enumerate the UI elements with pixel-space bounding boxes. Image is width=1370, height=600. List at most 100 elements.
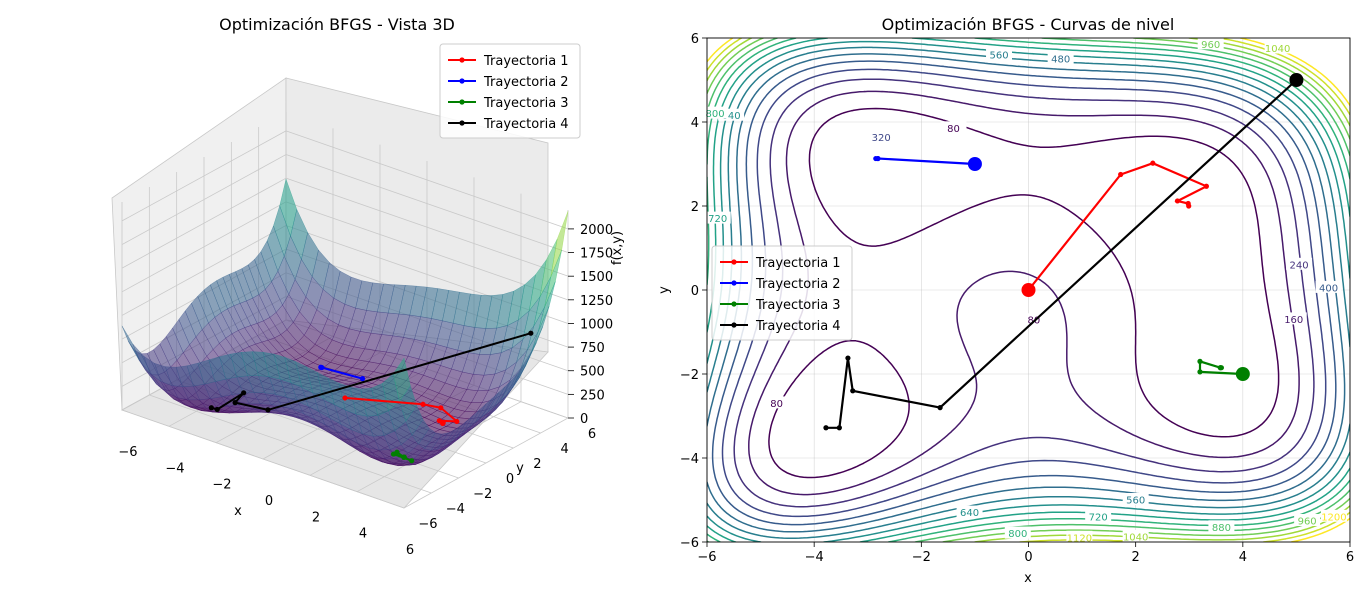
- contour-label: 240: [1290, 260, 1309, 271]
- z-axis-label-3d: f(x,y): [610, 231, 625, 265]
- contour-label-bg: [1208, 520, 1235, 533]
- contour-label-bg: [1320, 509, 1347, 522]
- contour-label-bg: [1286, 257, 1313, 270]
- contour-label: 640: [960, 508, 979, 519]
- trajectory-3-point: [1197, 369, 1203, 375]
- trajectory-3-point-3d: [394, 449, 400, 455]
- z-tick-label-3d: 1250: [580, 294, 613, 309]
- contour-label-bg: [1197, 37, 1224, 50]
- x-tick-label: 6: [1346, 550, 1354, 565]
- x-tick-label-3d: 6: [406, 543, 414, 558]
- y-tick-label: 4: [691, 116, 699, 131]
- y-tick-label: −2: [680, 368, 699, 383]
- trajectory-4-point-3d: [214, 406, 220, 413]
- surface: [121, 178, 569, 467]
- contour-label: 1200: [1321, 512, 1346, 523]
- grid-line: [403, 417, 569, 509]
- z-tick-label-3d: 2000: [580, 223, 613, 238]
- y-tick-label: 2: [691, 200, 699, 215]
- trajectory-1-point-3d: [454, 418, 460, 425]
- trajectory-4-point-3d: [232, 400, 238, 406]
- trajectory-1-point: [1203, 183, 1209, 189]
- contour-label: 960: [1201, 40, 1220, 51]
- trajectory-3-start: [1235, 367, 1250, 381]
- trajectory-4-point: [836, 425, 842, 431]
- y-tick-label-3d: 6: [588, 427, 596, 442]
- x-tick-label: −6: [697, 550, 716, 565]
- x-tick-label: 4: [1239, 550, 1247, 565]
- legend-label-2: Trayectoria 2: [755, 277, 841, 292]
- y-tick-label: −6: [680, 536, 699, 551]
- legend-marker: [459, 78, 465, 84]
- trajectory-1-point-3d: [438, 405, 444, 411]
- surface-3d-panel: Optimización BFGS - Vista 3D −6−4−20246−…: [111, 15, 625, 558]
- trajectory-4-point-3d: [208, 405, 214, 411]
- grid-line: [285, 201, 569, 301]
- contour-label: 960: [1298, 517, 1317, 528]
- trajectory-1-point: [1186, 203, 1192, 209]
- chart-title-3d: Optimización BFGS - Vista 3D: [219, 15, 455, 34]
- contour-panel: Optimización BFGS - Curvas de nivel 80 80…: [657, 15, 1354, 586]
- trajectories-contour: [823, 73, 1304, 431]
- x-tick-label-3d: −6: [118, 445, 137, 460]
- legend-box: [439, 43, 581, 139]
- trajectory-3-point-3d: [401, 454, 407, 460]
- contour-label: 720: [708, 214, 727, 225]
- chart-title-contour: Optimización BFGS - Curvas de nivel: [882, 15, 1175, 34]
- trajectory-1-point-3d: [439, 420, 446, 427]
- contour-label: 880: [1212, 523, 1231, 534]
- contour-label-bg: [1004, 526, 1031, 539]
- y-axis-label-3d: y: [516, 461, 524, 476]
- contour-label: 720: [1089, 512, 1108, 523]
- trajectory-4-point-3d: [241, 390, 247, 396]
- contour-label-bg: [1315, 280, 1342, 293]
- grid-line: [285, 154, 569, 253]
- grid-line: [285, 130, 569, 230]
- trajectory-1-point: [1150, 160, 1156, 166]
- contour-label-bg: [1066, 530, 1093, 543]
- x-tick-label: 2: [1132, 550, 1140, 565]
- z-tick-label-3d: 0: [580, 412, 588, 427]
- contour-label: 400: [1319, 283, 1338, 294]
- trajectory-4-point: [823, 425, 829, 431]
- y-tick-label-3d: 2: [533, 457, 541, 472]
- contour-label: 1040: [1265, 44, 1290, 55]
- surface-patch: [550, 211, 569, 277]
- y-axis-label-contour: y: [657, 286, 672, 294]
- legend-3d: Trayectoria 1 Trayectoria 2 Trayectoria 3 T…: [439, 43, 581, 139]
- trajectory-4-point: [845, 355, 851, 361]
- contour-label: 160: [1284, 315, 1303, 326]
- x-tick-label-3d: 4: [359, 527, 367, 542]
- x-tick-label: −2: [912, 550, 931, 565]
- legend-marker: [459, 99, 465, 105]
- x-axis-label-3d: x: [234, 504, 242, 519]
- trajectory-1-point-3d: [420, 401, 426, 407]
- contour-level-800: [707, 38, 1350, 542]
- legend-marker: [731, 259, 737, 265]
- z-tick-label-3d: 750: [580, 341, 605, 356]
- trajectory-1-point-3d: [342, 395, 348, 401]
- contour-label: 1120: [1067, 533, 1092, 544]
- contour-label: 640: [722, 111, 741, 122]
- trajectory-4-point-3d: [528, 330, 534, 336]
- contour-label-bg: [940, 121, 967, 134]
- y-tick-label-3d: −2: [473, 487, 492, 502]
- contour-label: 80: [947, 124, 960, 135]
- contour-label-bg: [868, 130, 895, 143]
- y-tick-label-3d: 0: [506, 472, 514, 487]
- contour-label: 1040: [1123, 532, 1148, 543]
- y-tick-label: 6: [691, 32, 699, 47]
- contour-label-bg: [956, 505, 983, 518]
- z-tick-label-3d: 1750: [580, 247, 613, 262]
- grid-line: [285, 177, 569, 277]
- contour-label: 480: [1051, 55, 1070, 66]
- contour-label-bg: [1294, 514, 1321, 526]
- legend-label-4: Trayectoria 4: [755, 319, 841, 334]
- trajectory-1-start: [1021, 283, 1036, 297]
- trajectory-4-start: [1289, 73, 1304, 87]
- legend-label-2: Trayectoria 2: [483, 75, 569, 90]
- contour-lines: [707, 38, 1350, 542]
- contour-label-bg: [1122, 529, 1149, 542]
- legend-contour: Trayectoria 1 Trayectoria 2 Trayectoria 3 T…: [711, 245, 853, 341]
